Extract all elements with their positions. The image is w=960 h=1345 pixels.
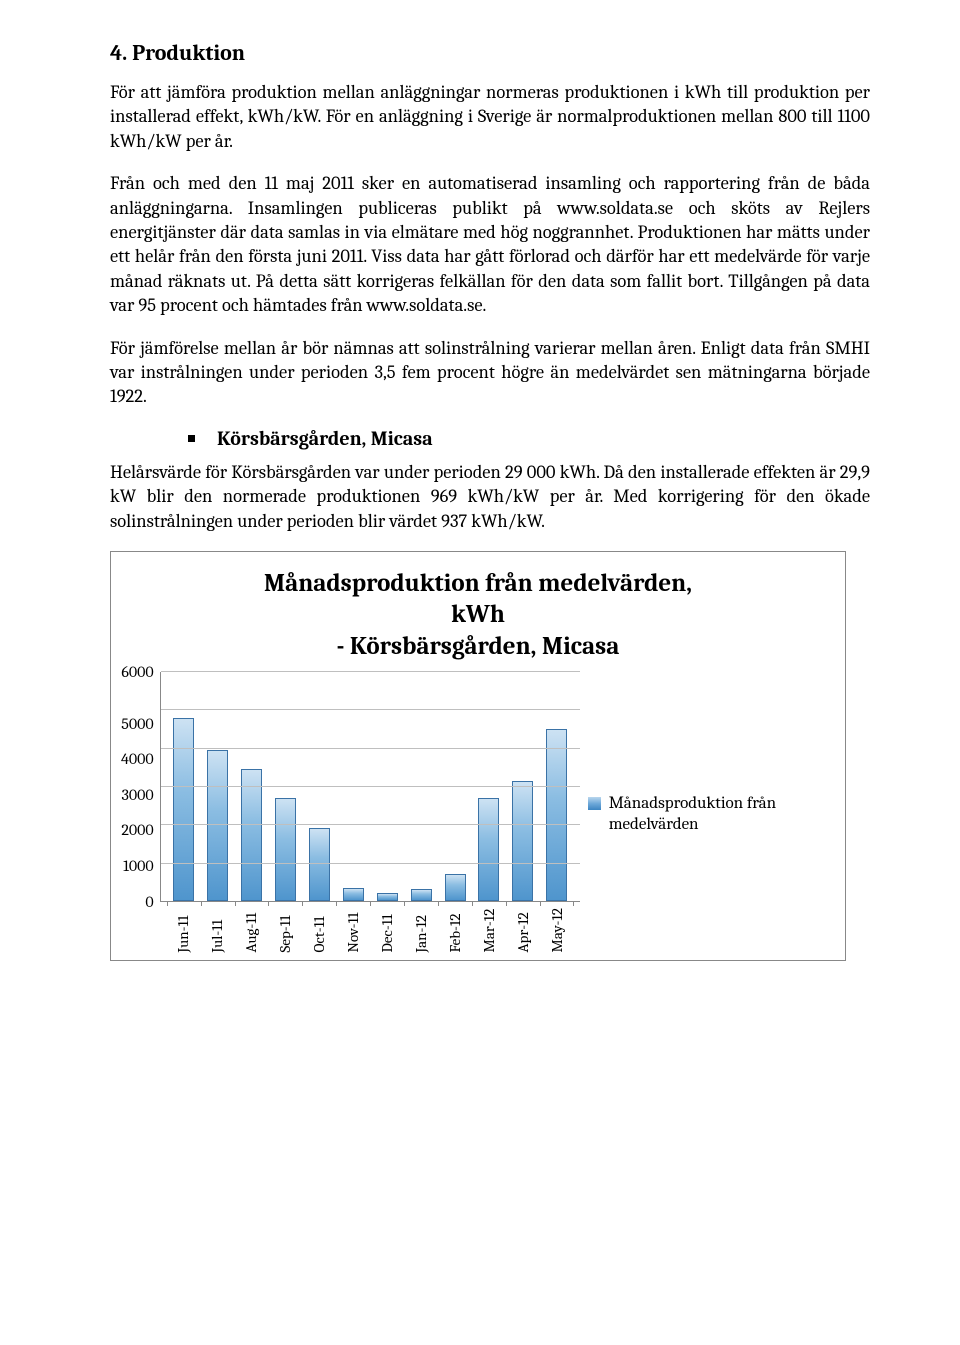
y-tick-label: 3000 (122, 787, 154, 803)
chart-container: Månadsproduktion från medelvärden, kWh -… (110, 551, 846, 961)
bar (309, 828, 330, 901)
legend-swatch-icon (588, 797, 601, 810)
x-tick-label: Dec-11 (370, 908, 404, 952)
gridline (161, 671, 580, 672)
bar (546, 729, 567, 901)
bullet-item: Körsbärsgården, Micasa (188, 427, 870, 450)
chart-title-line3: - Körsbärsgården, Micasa (337, 632, 620, 661)
gridline (161, 824, 580, 825)
paragraph-2: Från och med den 11 maj 2011 sker en aut… (110, 171, 870, 317)
bar (207, 750, 228, 901)
y-tick-label: 6000 (121, 664, 153, 680)
chart-plot-area (160, 672, 580, 902)
bar (411, 889, 432, 900)
bar (275, 798, 296, 901)
bar (478, 798, 499, 901)
x-tick-label: Apr-12 (506, 908, 540, 952)
x-tick-label: Jan-12 (404, 908, 438, 952)
paragraph-4: Helårsvärde för Körsbärsgården var under… (110, 460, 870, 533)
bullet-icon (188, 435, 195, 442)
x-tick-label: Jul-11 (200, 908, 234, 952)
gridline (161, 748, 580, 749)
y-tick-label: 5000 (121, 716, 153, 732)
x-tick-label: Mar-12 (472, 908, 506, 952)
bar (445, 874, 466, 901)
x-tick-label: Aug-11 (234, 908, 268, 952)
bar (241, 769, 262, 901)
x-tick-label: Jun-11 (166, 908, 200, 952)
legend-label: Månadsproduktion från medelvärden (609, 793, 819, 836)
section-heading: 4. Produktion (110, 40, 870, 66)
chart-legend: Månadsproduktion från medelvärden (588, 793, 819, 836)
gridline (161, 786, 580, 787)
y-tick-label: 1000 (123, 858, 154, 874)
bar (377, 893, 398, 901)
chart-plot: 6000500040003000200010000 (121, 672, 580, 902)
paragraph-1: För att jämföra produktion mellan anlägg… (110, 80, 870, 153)
x-tick-label: Oct-11 (302, 908, 336, 952)
y-tick-label: 0 (145, 894, 153, 910)
chart-title-line2: kWh (451, 600, 505, 629)
y-tick-label: 2000 (121, 822, 153, 838)
paragraph-3: För jämförelse mellan år bör nämnas att … (110, 336, 870, 409)
gridline (161, 863, 580, 864)
x-tick-label: May-12 (540, 908, 574, 952)
x-tick-label: Nov-11 (336, 908, 370, 952)
chart-title: Månadsproduktion från medelvärden, kWh -… (121, 568, 835, 662)
bar (173, 718, 194, 901)
gridline (161, 709, 580, 710)
x-tick-label: Sep-11 (268, 908, 302, 952)
chart-x-axis: Jun-11Jul-11Aug-11Sep-11Oct-11Nov-11Dec-… (160, 902, 580, 952)
chart-y-axis: 6000500040003000200010000 (121, 672, 160, 902)
bar (343, 888, 364, 901)
chart-title-line1: Månadsproduktion från medelvärden, (264, 569, 692, 598)
y-tick-label: 4000 (121, 751, 154, 767)
bullet-label: Körsbärsgården, Micasa (217, 427, 433, 450)
bar (512, 781, 533, 901)
x-tick-label: Feb-12 (438, 908, 472, 952)
